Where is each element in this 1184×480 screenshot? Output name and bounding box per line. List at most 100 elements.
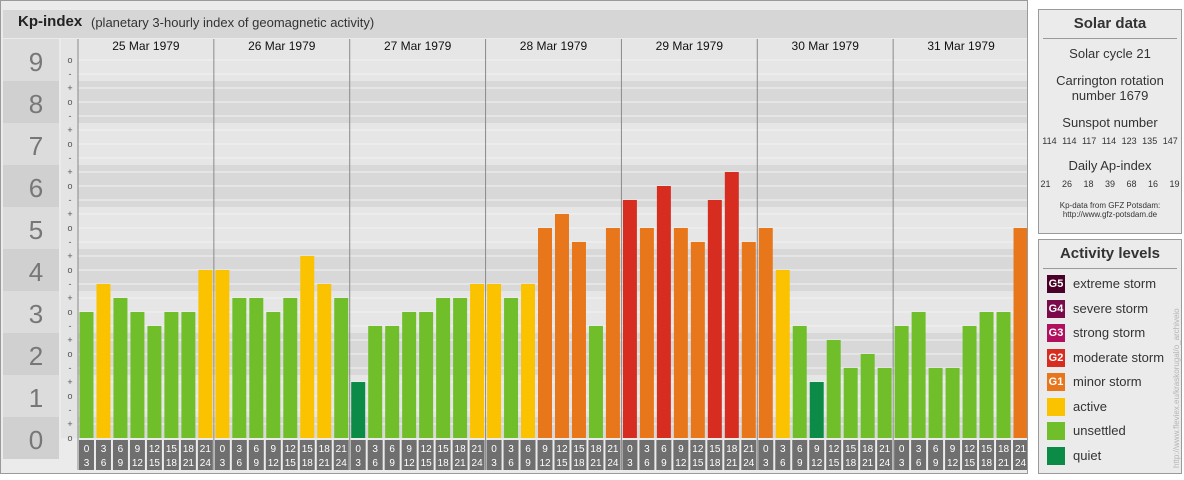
kp-bar — [741, 241, 756, 438]
interval-start-label: 12 — [149, 444, 161, 455]
y-sublabel: - — [69, 69, 72, 79]
y-sublabel: o — [67, 181, 72, 191]
interval-start-label: 21 — [472, 444, 484, 455]
kp-bar — [979, 312, 994, 438]
interval-start-label: 15 — [438, 444, 450, 455]
kp-bar — [690, 241, 705, 438]
interval-box — [690, 440, 706, 470]
interval-box — [418, 440, 434, 470]
kp-bar — [639, 228, 654, 438]
y-axis-band — [3, 123, 59, 165]
interval-box — [894, 440, 910, 470]
legend-label: moderate storm — [1073, 349, 1165, 365]
interval-box — [79, 440, 94, 470]
day-label: 30 Mar 1979 — [792, 39, 860, 53]
y-sublabel: + — [67, 377, 72, 387]
interval-end-label: 18 — [845, 458, 857, 469]
interval-end-label: 9 — [661, 458, 667, 469]
interval-box — [537, 440, 553, 470]
legend-label: strong storm — [1073, 325, 1146, 340]
source-line-1: Kp-data from GFZ Potsdam: — [1059, 201, 1161, 210]
interval-end-label: 18 — [302, 458, 314, 469]
interval-box — [911, 440, 927, 470]
y-sublabel: - — [69, 195, 72, 205]
interval-end-label: 6 — [237, 458, 243, 469]
y-axis-band — [3, 39, 59, 81]
interval-start-label: 15 — [302, 444, 314, 455]
solar-data-heading: Solar data — [1043, 10, 1177, 39]
interval-box — [775, 440, 791, 470]
y-axis-band — [3, 165, 59, 207]
interval-end-label: 3 — [220, 458, 226, 469]
carrington-line-1: Carrington rotation — [1056, 73, 1164, 88]
interval-end-label: 3 — [491, 458, 497, 469]
kp-bar — [164, 312, 179, 438]
interval-end-label: 24 — [743, 458, 755, 469]
interval-start-label: 6 — [661, 444, 667, 455]
interval-end-label: 21 — [998, 458, 1010, 469]
y-sublabel: o — [67, 391, 72, 401]
interval-start-label: 18 — [455, 444, 467, 455]
y-sublabel: + — [67, 125, 72, 135]
kp-bar — [758, 228, 773, 438]
interval-start-label: 21 — [336, 444, 348, 455]
interval-start-label: 21 — [743, 444, 755, 455]
kp-bar — [843, 367, 858, 438]
interval-start-label: 3 — [780, 444, 786, 455]
day-label: 26 Mar 1979 — [248, 39, 316, 53]
interval-start-label: 6 — [118, 444, 124, 455]
y-tick-label: 5 — [29, 215, 43, 245]
interval-box — [180, 440, 196, 470]
interval-end-label: 3 — [627, 458, 633, 469]
kp-bar — [928, 367, 943, 438]
interval-box — [877, 440, 893, 470]
interval-start-label: 9 — [950, 444, 956, 455]
interval-box — [520, 440, 536, 470]
y-tick-label: 0 — [29, 425, 43, 455]
interval-box — [316, 440, 332, 470]
y-sublabel: + — [67, 83, 72, 93]
kp-bar — [402, 312, 417, 438]
interval-end-label: 12 — [811, 458, 823, 469]
legend-swatch: G1 — [1047, 373, 1065, 391]
interval-end-label: 18 — [981, 458, 993, 469]
kp-bar — [962, 325, 977, 438]
y-axis-band — [3, 207, 59, 249]
interval-box — [962, 440, 978, 470]
y-sublabel: + — [67, 419, 72, 429]
legend-swatch — [1047, 422, 1065, 440]
interval-box — [741, 440, 757, 470]
interval-start-label: 18 — [183, 444, 195, 455]
y-sublabel: + — [67, 293, 72, 303]
interval-box — [571, 440, 587, 470]
interval-end-label: 15 — [692, 458, 704, 469]
interval-start-label: 12 — [421, 444, 433, 455]
ap-values: 21 26 18 39 68 16 19 — [1040, 179, 1180, 189]
interval-end-label: 3 — [899, 458, 905, 469]
interval-start-label: 0 — [220, 444, 226, 455]
interval-start-label: 21 — [879, 444, 891, 455]
interval-box — [656, 440, 672, 470]
interval-end-label: 6 — [916, 458, 922, 469]
interval-start-label: 12 — [828, 444, 840, 455]
interval-start-label: 18 — [862, 444, 874, 455]
interval-end-label: 18 — [573, 458, 585, 469]
interval-start-label: 15 — [709, 444, 721, 455]
kp-bar — [894, 325, 909, 438]
kp-bar — [860, 354, 875, 438]
interval-box — [197, 440, 213, 470]
interval-box — [367, 440, 383, 470]
interval-box — [112, 440, 128, 470]
y-axis-band — [3, 249, 59, 291]
kp-bar — [300, 256, 315, 438]
sunspot-label: Sunspot number — [1062, 115, 1158, 130]
kp-bar — [877, 367, 892, 438]
interval-box — [843, 440, 859, 470]
legend-swatch: G4 — [1047, 299, 1065, 318]
interval-start-label: 15 — [166, 444, 178, 455]
kp-bar — [181, 312, 196, 438]
kp-bar — [198, 270, 213, 438]
legend-swatch — [1047, 446, 1065, 465]
interval-end-label: 21 — [319, 458, 331, 469]
kp-bar — [79, 312, 94, 438]
